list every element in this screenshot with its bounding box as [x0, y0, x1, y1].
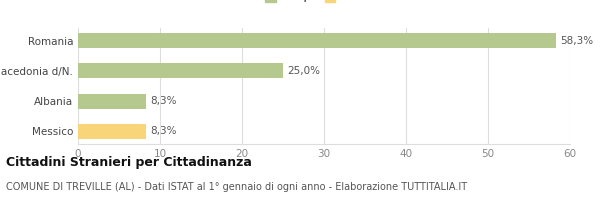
Text: 8,3%: 8,3%: [150, 96, 176, 106]
Bar: [78, 33, 556, 48]
Bar: [78, 63, 283, 78]
Text: COMUNE DI TREVILLE (AL) - Dati ISTAT al 1° gennaio di ogni anno - Elaborazione T: COMUNE DI TREVILLE (AL) - Dati ISTAT al …: [6, 182, 467, 192]
Text: 25,0%: 25,0%: [287, 66, 320, 76]
Legend: Europa, America: Europa, America: [262, 0, 386, 6]
Text: 58,3%: 58,3%: [560, 36, 593, 46]
Bar: [78, 124, 146, 139]
Bar: [78, 94, 146, 109]
Text: Cittadini Stranieri per Cittadinanza: Cittadini Stranieri per Cittadinanza: [6, 156, 252, 169]
Text: 8,3%: 8,3%: [150, 126, 176, 136]
